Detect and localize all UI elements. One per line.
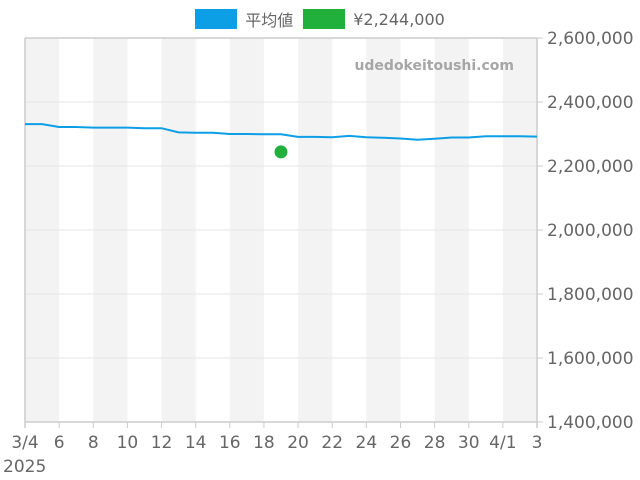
legend-swatch-average <box>195 9 238 29</box>
y-tick-label: 2,400,000 <box>547 93 634 113</box>
x-tick-label: 4/1 <box>489 433 516 453</box>
y-tick-label: 1,400,000 <box>547 413 634 433</box>
x-axis-labels: 3/4 6 8 10 12 14 16 18 20 22 24 26 28 30 4/1 3 2025 <box>3 433 542 477</box>
axes <box>24 37 543 428</box>
x-tick-label: 3 <box>532 433 543 453</box>
x-tick-label: 14 <box>185 433 207 453</box>
x-year-label: 2025 <box>3 457 46 477</box>
watermark: udedokeitoushi.com <box>354 58 514 74</box>
y-tick-label: 2,000,000 <box>547 221 634 241</box>
x-tick-label: 22 <box>321 433 343 453</box>
x-tick-label: 3/4 <box>11 433 38 453</box>
legend-item-average[interactable]: 平均値 <box>195 7 293 31</box>
y-tick-label: 1,600,000 <box>547 349 634 369</box>
x-tick-label: 20 <box>287 433 309 453</box>
average-price-line[interactable] <box>25 123 538 141</box>
legend-swatch-price <box>303 9 346 29</box>
y-tick-label: 1,800,000 <box>547 285 634 305</box>
y-tick-label: 2,600,000 <box>547 29 634 49</box>
legend-label-price: ¥2,244,000 <box>353 9 445 29</box>
x-tick-label: 26 <box>390 433 412 453</box>
x-tick-label: 28 <box>424 433 446 453</box>
x-tick-label: 10 <box>117 433 139 453</box>
x-tick-label: 30 <box>458 433 480 453</box>
x-tick-label: 6 <box>54 433 65 453</box>
x-tick-label: 16 <box>219 433 241 453</box>
price-point[interactable] <box>274 145 288 159</box>
price-points[interactable] <box>274 145 288 159</box>
x-tick-label: 18 <box>253 433 275 453</box>
legend-item-price[interactable]: ¥2,244,000 <box>303 9 445 29</box>
legend-label-average: 平均値 <box>245 11 294 30</box>
y-tick-label: 2,200,000 <box>547 157 634 177</box>
x-tick-label: 12 <box>151 433 173 453</box>
x-tick-label: 24 <box>356 433 378 453</box>
x-tick-label: 8 <box>88 433 99 453</box>
chart-legend: 平均値 ¥2,244,000 <box>0 7 640 31</box>
y-axis-labels: 1,400,000 1,600,000 1,800,000 2,000,000 2,20… <box>547 29 634 433</box>
